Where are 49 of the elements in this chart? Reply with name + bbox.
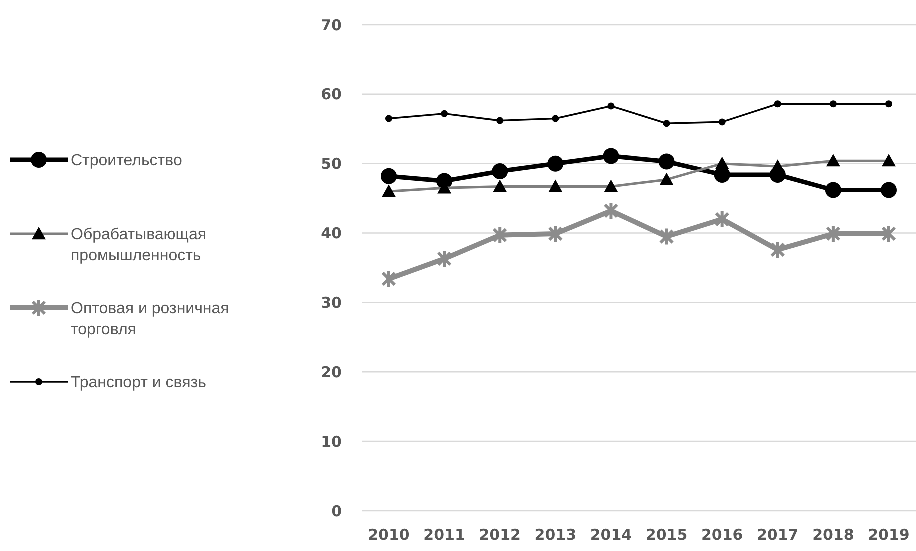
x-tick-label: 2011 [424, 526, 466, 544]
x-tick-label: 2010 [368, 526, 410, 544]
point [441, 110, 448, 118]
point [437, 249, 452, 268]
x-tick-label: 2012 [479, 526, 521, 544]
point [770, 240, 786, 260]
x-tick-label: 2019 [868, 526, 910, 544]
point [608, 102, 615, 110]
point [825, 182, 842, 198]
point [548, 224, 564, 244]
point [492, 226, 508, 245]
point [663, 120, 670, 128]
legend-label: Оптовая и розничная торговля [71, 300, 230, 338]
point [548, 156, 564, 172]
point [774, 100, 782, 108]
point [714, 210, 730, 229]
x-tick-label: 2015 [646, 526, 688, 544]
point [382, 270, 396, 289]
point [603, 148, 620, 164]
point [882, 224, 896, 244]
x-tick-label: 2016 [701, 526, 744, 544]
point [881, 182, 897, 198]
point [552, 115, 560, 122]
legend-label: Обрабатывающая промышленность [71, 226, 207, 264]
point [658, 154, 675, 170]
point [381, 168, 397, 184]
y-tick-label: 50 [321, 155, 342, 174]
point [826, 224, 841, 244]
legend-label: Транспорт и связь [71, 374, 206, 392]
point [659, 227, 674, 246]
point [386, 115, 392, 122]
point [718, 118, 726, 126]
x-tick-label: 2014 [590, 526, 632, 544]
point [492, 163, 508, 180]
point [604, 202, 619, 221]
x-tick-label: 2013 [534, 526, 577, 544]
point [496, 117, 504, 124]
y-tick-label: 0 [332, 502, 342, 520]
y-tick-label: 30 [321, 294, 342, 312]
y-tick-label: 70 [321, 16, 342, 34]
legend-label: Строительство [71, 152, 182, 170]
y-tick-label: 60 [321, 86, 342, 104]
y-tick-label: 10 [321, 432, 342, 451]
point [886, 100, 892, 108]
x-tick-label: 2017 [757, 526, 799, 544]
point [830, 100, 837, 108]
y-tick-label: 20 [321, 363, 342, 382]
y-tick-label: 40 [321, 224, 342, 243]
x-tick-label: 2018 [812, 526, 854, 544]
